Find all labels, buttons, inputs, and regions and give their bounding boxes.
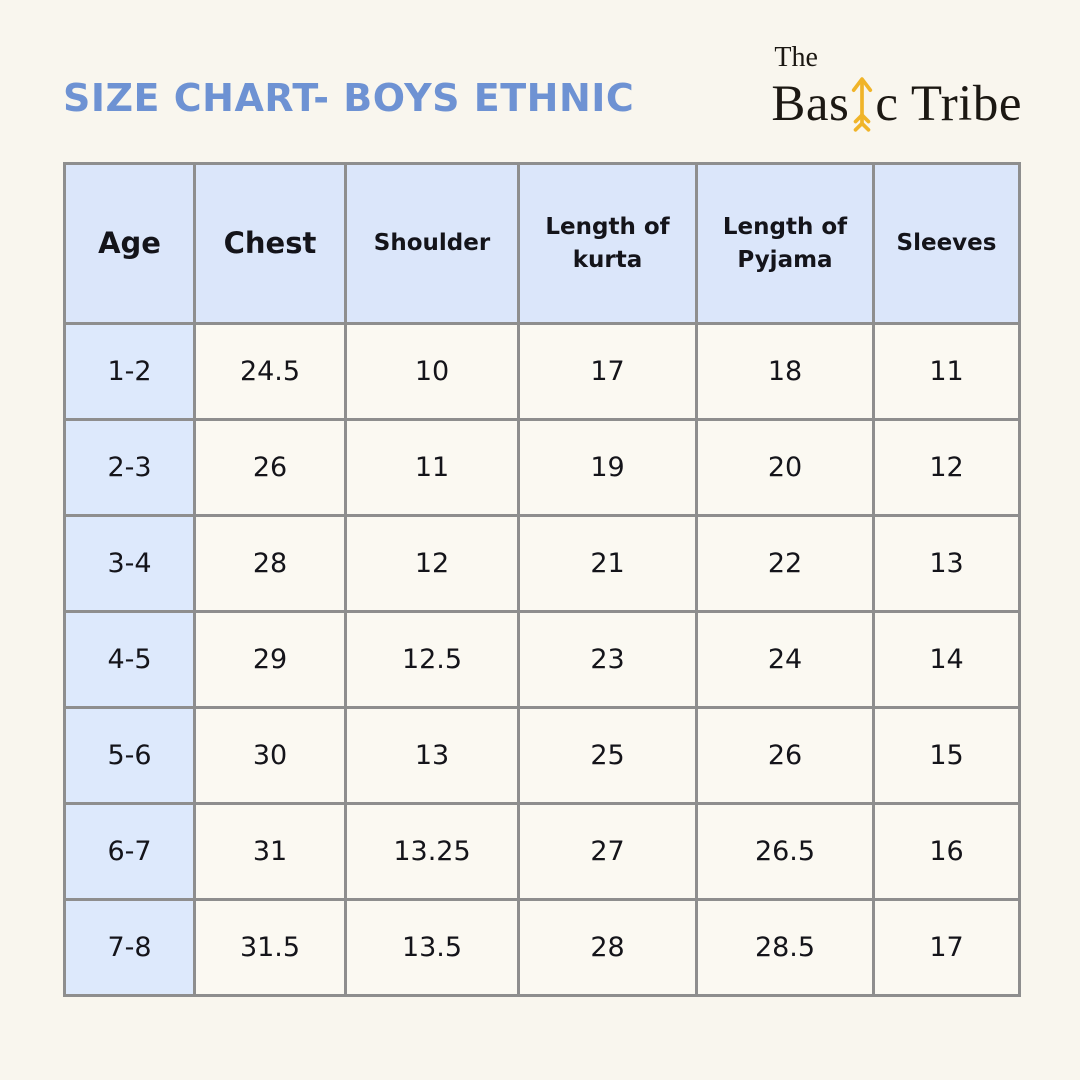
kurta-length-cell: 25 (517, 706, 698, 805)
chest-cell: 28 (193, 514, 347, 613)
column-header-age: Age (63, 162, 196, 325)
sleeves-cell: 14 (872, 610, 1021, 709)
pyjama-length-cell: 18 (695, 322, 875, 421)
sleeves-cell: 11 (872, 322, 1021, 421)
shoulder-cell: 13 (344, 706, 520, 805)
shoulder-cell: 11 (344, 418, 520, 517)
table-row: 4-5 29 12.5 23 24 14 (63, 610, 1021, 709)
sleeves-cell: 15 (872, 706, 1021, 805)
logo-text-left: Bas (771, 76, 850, 132)
logo-text-right: c Tribe (875, 76, 1022, 132)
sleeves-cell: 12 (872, 418, 1021, 517)
age-cell: 1-2 (63, 322, 196, 421)
sleeves-cell: 13 (872, 514, 1021, 613)
up-arrow-icon (852, 77, 873, 132)
table-row: 1-2 24.5 10 17 18 11 (63, 322, 1021, 421)
shoulder-cell: 13.25 (344, 802, 520, 901)
shoulder-cell: 13.5 (344, 898, 520, 997)
logo-word-basic-tribe: Bas c Tribe (771, 74, 1022, 132)
pyjama-length-cell: 24 (695, 610, 875, 709)
shoulder-cell: 12 (344, 514, 520, 613)
kurta-length-cell: 27 (517, 802, 698, 901)
header-row: Age Chest Shoulder Length of kurta Lengt… (63, 162, 1021, 325)
pyjama-length-cell: 22 (695, 514, 875, 613)
column-header-sleeves: Sleeves (872, 162, 1021, 325)
kurta-length-cell: 23 (517, 610, 698, 709)
pyjama-length-cell: 26.5 (695, 802, 875, 901)
chest-cell: 29 (193, 610, 347, 709)
chest-cell: 31 (193, 802, 347, 901)
size-chart-table: Age Chest Shoulder Length of kurta Lengt… (63, 162, 1021, 997)
table-row: 6-7 31 13.25 27 26.5 16 (63, 802, 1021, 901)
kurta-length-cell: 19 (517, 418, 698, 517)
column-header-shoulder: Shoulder (344, 162, 520, 325)
page-title: SIZE CHART- BOYS ETHNIC (63, 76, 635, 120)
sleeves-cell: 17 (872, 898, 1021, 997)
kurta-length-cell: 28 (517, 898, 698, 997)
logo-word-the: The (774, 42, 818, 73)
table-row: 3-4 28 12 21 22 13 (63, 514, 1021, 613)
age-cell: 3-4 (63, 514, 196, 613)
column-header-length-of-pyjama: Length of Pyjama (695, 162, 875, 325)
chest-cell: 31.5 (193, 898, 347, 997)
table-row: 5-6 30 13 25 26 15 (63, 706, 1021, 805)
brand-logo: The Bas c Tribe (771, 42, 1022, 132)
column-header-length-of-kurta: Length of kurta (517, 162, 698, 325)
age-cell: 4-5 (63, 610, 196, 709)
chest-cell: 24.5 (193, 322, 347, 421)
chest-cell: 30 (193, 706, 347, 805)
sleeves-cell: 16 (872, 802, 1021, 901)
shoulder-cell: 10 (344, 322, 520, 421)
column-header-chest: Chest (193, 162, 347, 325)
age-cell: 7-8 (63, 898, 196, 997)
kurta-length-cell: 17 (517, 322, 698, 421)
table-row: 7-8 31.5 13.5 28 28.5 17 (63, 898, 1021, 997)
chest-cell: 26 (193, 418, 347, 517)
age-cell: 2-3 (63, 418, 196, 517)
pyjama-length-cell: 28.5 (695, 898, 875, 997)
kurta-length-cell: 21 (517, 514, 698, 613)
shoulder-cell: 12.5 (344, 610, 520, 709)
pyjama-length-cell: 20 (695, 418, 875, 517)
pyjama-length-cell: 26 (695, 706, 875, 805)
age-cell: 5-6 (63, 706, 196, 805)
table-row: 2-3 26 11 19 20 12 (63, 418, 1021, 517)
age-cell: 6-7 (63, 802, 196, 901)
